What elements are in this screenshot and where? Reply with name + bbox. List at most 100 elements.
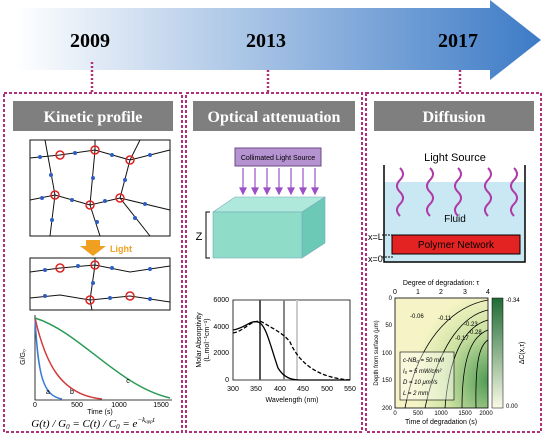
- panel-header: [193, 101, 355, 131]
- contour-label: -0.11: [438, 316, 452, 322]
- x-tick-label: 2000: [479, 411, 493, 417]
- y-axis-label: G/G₀: [20, 349, 27, 365]
- curve: [34, 317, 103, 400]
- network-frame: [29, 257, 171, 311]
- panel-title: Optical attenuation: [208, 109, 341, 126]
- colorbar-tick: -0.34: [506, 298, 520, 304]
- boundary-label: x=0: [368, 254, 383, 264]
- curve-label: b: [70, 389, 74, 396]
- year: 2009: [70, 30, 110, 52]
- top-tick-label: 2: [439, 289, 443, 296]
- x-tick-label: 350: [250, 386, 262, 393]
- equation: G(t) / G0 = C(t) / C0 = e−kappt: [31, 416, 156, 431]
- x-tick-label: 450: [297, 386, 309, 393]
- depth-bracket: [205, 211, 210, 259]
- curve-label: c: [126, 378, 130, 385]
- slab-front: [212, 211, 303, 259]
- x-tick-label: 400: [274, 386, 286, 393]
- x-tick-label: 1500: [153, 402, 169, 409]
- x-axis-label: Wavelength (nm): [265, 397, 318, 404]
- y-tick-label: 0: [225, 377, 229, 384]
- x-tick-label: 300: [227, 386, 239, 393]
- legend-text: c-NB₀ = 50 mM: [403, 358, 444, 364]
- panel-title: Diffusion: [422, 109, 485, 126]
- eq-part: = C(t) / C: [70, 418, 117, 430]
- light-waves: [396, 167, 518, 217]
- panel-title: Kinetic profile: [44, 109, 143, 126]
- curve: [34, 317, 63, 400]
- y-tick-label: 150: [382, 378, 393, 384]
- y-axis-label: (L.mol⁻¹cm⁻¹): [204, 318, 211, 361]
- year: 2017: [438, 30, 478, 52]
- top-tick-label: 1: [416, 289, 420, 296]
- light-rays: [239, 168, 319, 196]
- y-tick-label: 200: [382, 406, 393, 412]
- eq-sub: 0: [66, 423, 70, 431]
- contour-label: -0.06: [410, 314, 424, 320]
- x-tick-label: 500: [71, 402, 83, 409]
- x-tick-label: 1000: [111, 402, 127, 409]
- legend-text: L = 2 mm: [403, 391, 428, 397]
- light-arrow: [80, 240, 106, 256]
- container: [383, 165, 526, 263]
- panel-border: [365, 92, 542, 433]
- x-tick-label: 0: [33, 402, 37, 409]
- eq-sub: 0: [116, 423, 120, 431]
- light-label: Light: [110, 244, 132, 254]
- colorbar-label: ΔC(x,τ): [519, 342, 526, 365]
- eq-part: = e: [120, 418, 138, 430]
- panel-header: [374, 101, 534, 131]
- panel-header: [13, 101, 173, 131]
- y-tick-label: 100: [382, 351, 393, 357]
- timeline-arrow: [15, 0, 541, 80]
- y-tick-label: 2000: [213, 350, 229, 357]
- contour-label: -0.23: [464, 322, 478, 328]
- panel-border: [3, 92, 183, 433]
- plot-axes: [232, 299, 351, 381]
- fluid-label: Fluid: [444, 214, 466, 225]
- network-top: [29, 139, 171, 237]
- network-bottom: [29, 257, 171, 311]
- polymer-network: [391, 234, 521, 255]
- contour-label: -0.28: [468, 330, 482, 336]
- plot-axes: [34, 315, 172, 401]
- legend-text: D = 10 μm²/s: [403, 380, 437, 386]
- y-tick-label: 50: [385, 323, 392, 329]
- light-source-label: Light Source: [424, 152, 486, 164]
- x-tick-label: 550: [344, 386, 356, 393]
- x-tick-label: 500: [413, 411, 424, 417]
- legend-text: I₀ = 5 mW/cm²: [403, 369, 442, 375]
- contour-label: -0.17: [455, 336, 469, 342]
- y-tick-label: 6000: [213, 297, 229, 304]
- eq-sup: −k: [137, 416, 146, 424]
- monomers: [43, 264, 152, 301]
- network-label: Polymer Network: [418, 240, 495, 251]
- curve: [34, 317, 171, 399]
- x-tick-label: 0: [393, 411, 397, 417]
- light-source: [234, 147, 322, 167]
- y-tick-label: 4000: [213, 324, 229, 331]
- curve-label: a: [46, 389, 50, 396]
- eq-sup-sub: app: [145, 420, 153, 425]
- x-axis-label: Time (s): [87, 409, 112, 416]
- year: 2013: [246, 30, 286, 52]
- y-tick-label: 0: [389, 296, 393, 302]
- colorbar-tick: 0.00: [506, 404, 518, 410]
- chain: [44, 139, 56, 237]
- top-axis-label: Degree of degradation: τ: [403, 280, 480, 287]
- crosslinks: [50, 145, 135, 210]
- legend-box: [399, 351, 455, 401]
- top-tick-label: 3: [463, 289, 467, 296]
- top-tick-label: 0: [393, 289, 397, 296]
- x-tick-label: 500: [321, 386, 333, 393]
- panel-border: [185, 92, 363, 433]
- x-tick-label: 1000: [434, 411, 448, 417]
- y-axis-label: Depth from surface (μm): [374, 320, 380, 385]
- eq-sup: t: [153, 416, 156, 424]
- contour-lines: [404, 299, 489, 409]
- curve: [232, 320, 351, 381]
- depth-label: Z: [196, 231, 203, 243]
- top-tick-label: 4: [486, 289, 490, 296]
- curve: [232, 321, 350, 381]
